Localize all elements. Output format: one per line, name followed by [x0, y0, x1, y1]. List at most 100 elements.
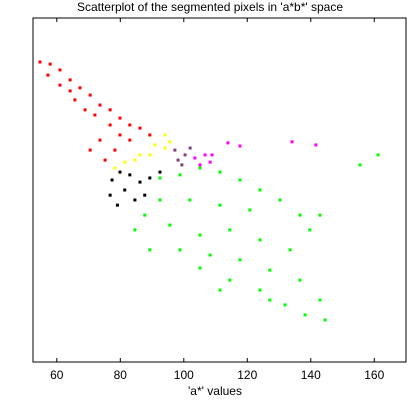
scatter-point — [138, 180, 142, 184]
scatter-point — [178, 248, 182, 252]
scatter-point — [113, 148, 117, 152]
scatter-point — [198, 163, 202, 167]
scatter-point — [148, 248, 152, 252]
scatter-point — [123, 160, 127, 164]
x-axis-label: 'a*' values — [188, 384, 242, 398]
scatter-point — [88, 93, 92, 97]
scatter-point — [38, 60, 42, 64]
scatter-point — [178, 173, 182, 177]
x-tick-label: 160 — [364, 368, 384, 382]
x-tick-label: 100 — [174, 368, 194, 382]
axes-box — [32, 17, 407, 363]
scatter-point — [173, 148, 177, 152]
scatter-point — [203, 153, 207, 157]
scatter-point — [318, 298, 322, 302]
x-tick-label: 60 — [50, 368, 64, 382]
scatter-point — [176, 158, 180, 162]
scatter-point — [115, 203, 119, 207]
scatter-point — [288, 248, 292, 252]
scatter-point — [198, 266, 202, 270]
scatter-point — [290, 140, 294, 144]
scatter-point — [168, 223, 172, 227]
scatter-point — [148, 153, 152, 157]
scatter-point — [238, 178, 242, 182]
scatter-point — [133, 198, 137, 202]
scatter-point — [118, 133, 122, 137]
scatter-point — [46, 73, 50, 77]
scatter-point — [180, 163, 184, 167]
scatter-point — [163, 146, 167, 150]
scatter-point — [208, 253, 212, 257]
scatter-point — [58, 68, 62, 72]
scatter-point — [258, 288, 262, 292]
scatter-point — [314, 143, 318, 147]
scatter-point — [88, 148, 92, 152]
x-tick-label: 120 — [237, 368, 257, 382]
scatter-point — [198, 166, 202, 170]
scatter-point — [93, 113, 97, 117]
scatter-point — [358, 163, 362, 167]
scatter-point — [108, 193, 112, 197]
scatter-point — [68, 89, 72, 93]
scatter-point — [183, 153, 187, 157]
scatter-point — [110, 178, 114, 182]
scatter-point — [198, 233, 202, 237]
x-tick-label: 140 — [301, 368, 321, 382]
scatter-point — [208, 160, 212, 164]
scatter-point — [123, 188, 127, 192]
scatter-point — [98, 103, 102, 107]
scatter-point — [128, 173, 132, 177]
scatter-point — [158, 170, 162, 174]
scatter-point — [308, 228, 312, 232]
scatter-point — [158, 176, 162, 180]
scatter-point — [268, 298, 272, 302]
scatter-point — [323, 318, 327, 322]
scatter-point — [133, 158, 137, 162]
scatter-point — [118, 116, 122, 120]
scatter-point — [188, 146, 192, 150]
scatter-point — [143, 193, 147, 197]
scatter-point — [248, 208, 252, 212]
scatter-point — [218, 203, 222, 207]
scatter-point — [138, 153, 142, 157]
scatter-point — [238, 258, 242, 262]
scatter-point — [133, 228, 137, 232]
scatter-point — [218, 288, 222, 292]
scatter-point — [218, 170, 222, 174]
scatter-point — [168, 140, 172, 144]
chart-title: Scatterplot of the segmented pixels in '… — [77, 0, 343, 14]
scatter-point — [278, 198, 282, 202]
scatter-point — [163, 133, 167, 137]
scatter-point — [376, 153, 380, 157]
scatter-point — [298, 213, 302, 217]
scatter-point — [188, 198, 192, 202]
scatter-point — [303, 313, 307, 317]
scatter-point — [228, 278, 232, 282]
scatter-point — [108, 108, 112, 112]
scatter-point — [128, 138, 132, 142]
scatter-point — [298, 278, 302, 282]
scatter-point — [318, 213, 322, 217]
scatter-point — [258, 238, 262, 242]
scatter-point — [148, 176, 152, 180]
scatter-point — [48, 62, 52, 66]
scatter-point — [58, 83, 62, 87]
x-tick-label: 80 — [114, 368, 128, 382]
scatter-point — [228, 228, 232, 232]
scatter-point — [83, 108, 87, 112]
scatter-point — [210, 153, 214, 157]
scatter-point — [138, 126, 142, 130]
scatter-point — [108, 123, 112, 127]
scatter-point — [258, 188, 262, 192]
scatter-point — [78, 86, 82, 90]
scatter-point — [103, 158, 107, 162]
scatter-point — [158, 198, 162, 202]
scatter-point — [73, 98, 77, 102]
scatter-point — [128, 123, 132, 127]
scatter-point — [118, 170, 122, 174]
scatter-point — [153, 143, 157, 147]
scatter-point — [268, 268, 272, 272]
scatter-point — [283, 303, 287, 307]
